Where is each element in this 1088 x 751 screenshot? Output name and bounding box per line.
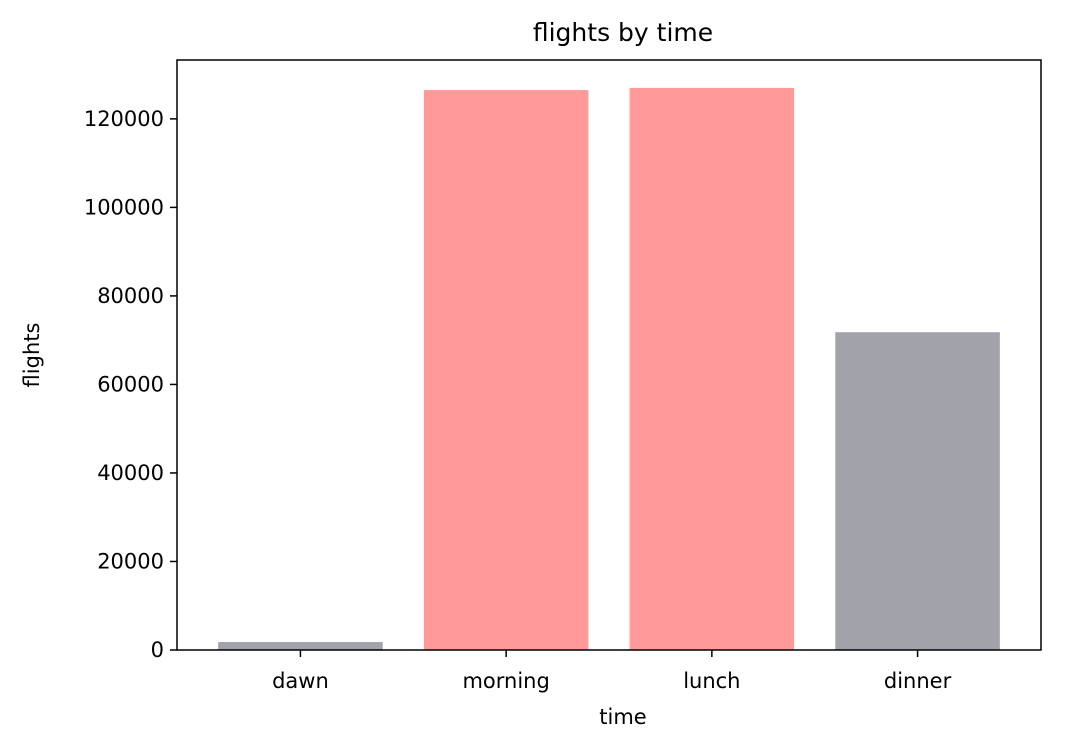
bar-morning	[423, 90, 589, 650]
chart-title: flights by time	[533, 18, 713, 47]
x-tick-label-morning: morning	[462, 669, 549, 693]
x-tick-label-dawn: dawn	[272, 669, 329, 693]
bar-dinner	[835, 332, 1000, 650]
bar-lunch	[629, 87, 795, 651]
x-axis-ticks: dawn morning lunch dinner	[272, 650, 952, 693]
x-tick-label-lunch: lunch	[683, 669, 740, 693]
y-tick-label: 20000	[97, 549, 164, 573]
plot-area-frame	[176, 59, 1042, 651]
bars-group	[218, 87, 1000, 651]
y-axis-label: flights	[20, 323, 44, 388]
x-tick-label-dinner: dinner	[884, 669, 952, 693]
y-tick-label: 120000	[84, 107, 164, 131]
y-tick-label: 80000	[97, 284, 164, 308]
y-axis-ticks: 0 20000 40000 60000 80000 100000 120000	[84, 107, 177, 662]
x-axis-label: time	[599, 705, 646, 729]
y-tick-label: 40000	[97, 461, 164, 485]
bar-dawn	[218, 642, 383, 650]
y-tick-label: 0	[151, 638, 164, 662]
y-tick-label: 60000	[97, 372, 164, 396]
y-tick-label: 100000	[84, 195, 164, 219]
